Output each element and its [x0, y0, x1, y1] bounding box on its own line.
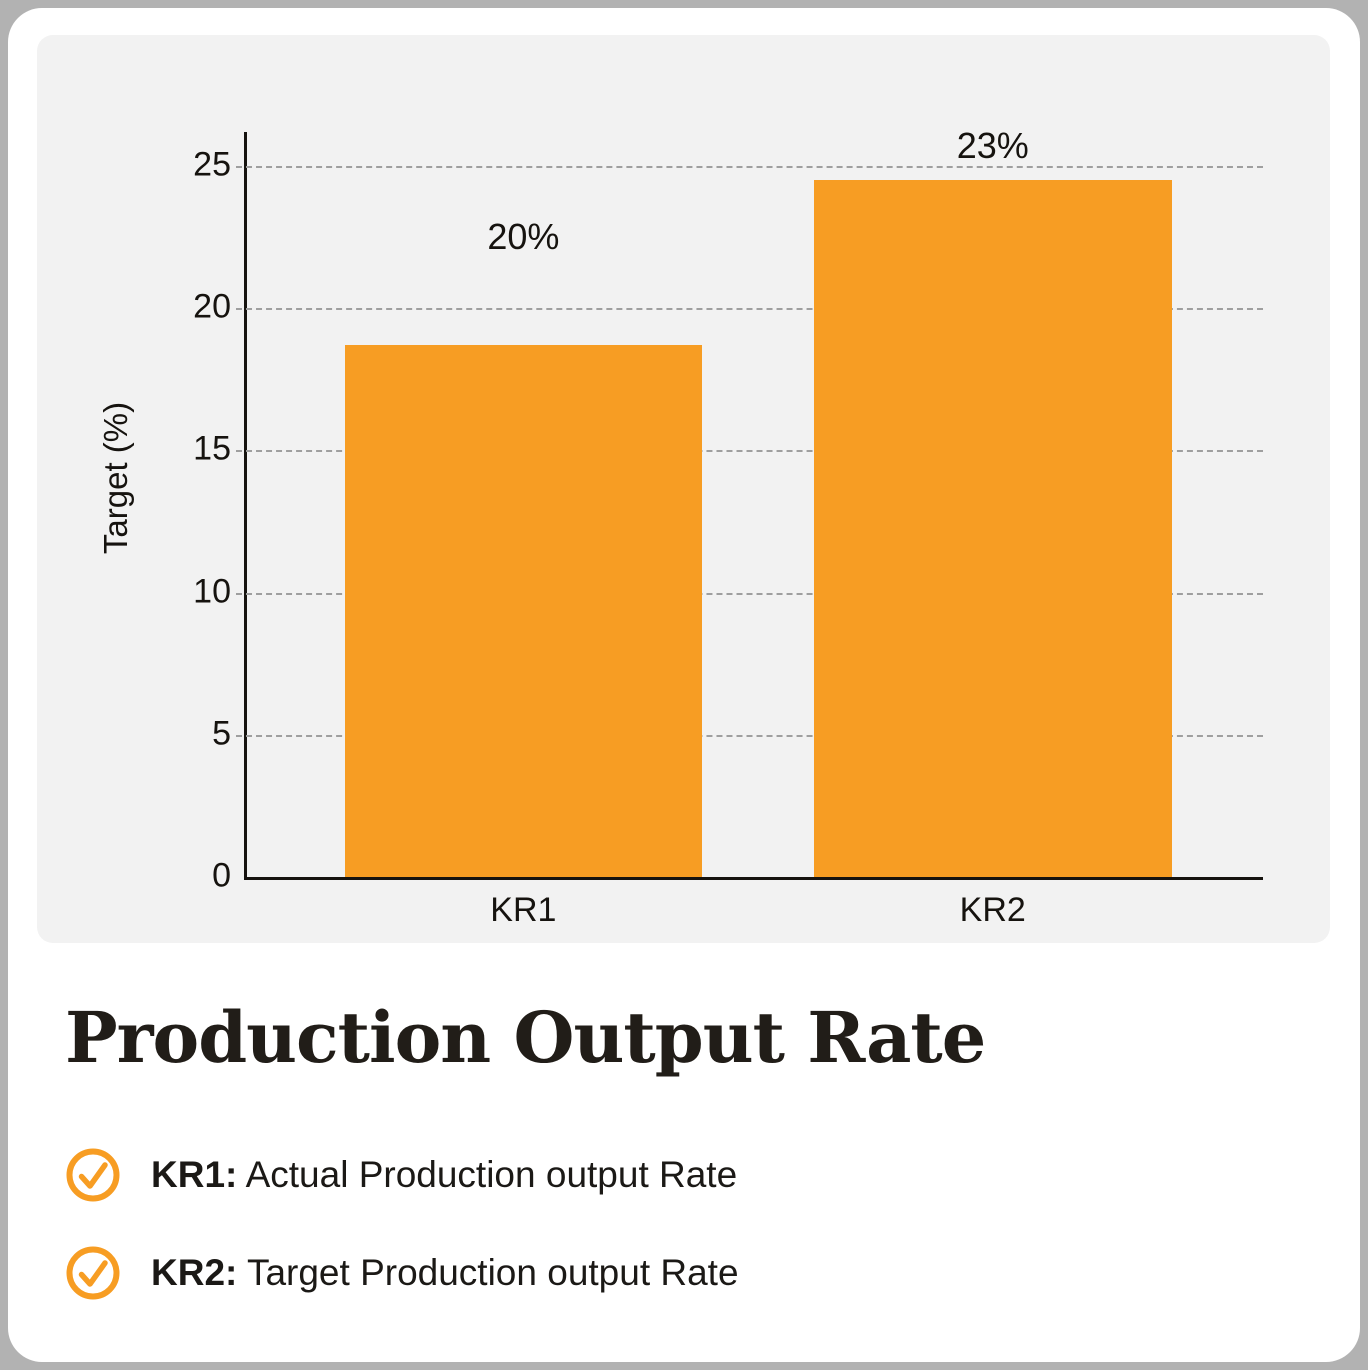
gridline-20 [236, 308, 1263, 311]
y-tick-label-25: 25 [193, 145, 231, 184]
kr-legend-list: KR1: Actual Production output Rate KR2: … [66, 1148, 739, 1300]
bar-kr1 [344, 345, 703, 877]
data-label-kr2: 23% [956, 125, 1029, 167]
kr1-description: Actual Production output Rate [237, 1154, 738, 1195]
circle-check-icon [66, 1148, 120, 1202]
y-tick-label-20: 20 [193, 288, 231, 327]
list-item-text: KR1: Actual Production output Rate [151, 1154, 737, 1196]
x-tick-label-kr2: KR2 [959, 891, 1026, 929]
gridline-10 [236, 592, 1263, 595]
page-title: Production Output Rate [65, 996, 986, 1079]
bar-kr2 [813, 180, 1172, 877]
list-item-kr1: KR1: Actual Production output Rate [66, 1148, 739, 1202]
data-label-kr1: 20% [487, 216, 560, 258]
y-tick-label-0: 0 [212, 856, 231, 895]
bar-chart-plot-area: 0 5 10 15 20 25 KR1 20% KR2 23% [193, 125, 1263, 929]
y-axis-title: Target (%) [97, 401, 134, 555]
kr1-label: KR1: [151, 1154, 238, 1195]
y-tick-label-15: 15 [193, 430, 231, 469]
infographic-card: Target (%) 0 5 10 15 20 25 KR1 20% KR2 23% Produc… [8, 8, 1360, 1362]
list-item-text: KR2: Target Production output Rate [151, 1252, 739, 1294]
kr2-description: Target Production output Rate [237, 1252, 739, 1293]
kr2-label: KR2: [151, 1252, 238, 1293]
circle-check-icon [66, 1246, 120, 1300]
x-tick-label-kr1: KR1 [490, 891, 557, 929]
gridline-15 [236, 450, 1263, 453]
chart-panel: Target (%) 0 5 10 15 20 25 KR1 20% KR2 23% [37, 35, 1330, 943]
list-item-kr2: KR2: Target Production output Rate [66, 1246, 739, 1300]
gridline-5 [236, 734, 1263, 737]
y-tick-label-5: 5 [212, 714, 231, 753]
y-tick-label-10: 10 [193, 572, 231, 611]
gridline-25 [236, 166, 1263, 169]
